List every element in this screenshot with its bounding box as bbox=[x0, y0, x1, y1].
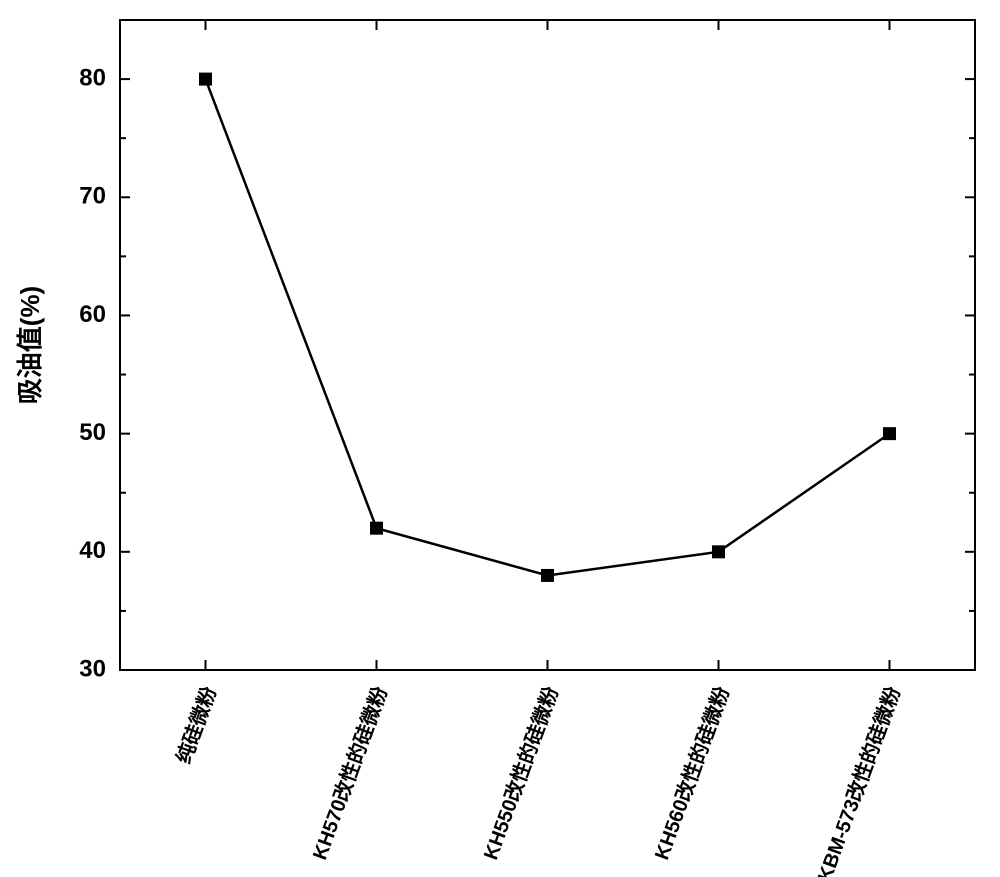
series-marker bbox=[542, 569, 554, 581]
oil-absorption-chart: 304050607080吸油值(%)纯硅微粉KH570改性的硅微粉KH550改性… bbox=[0, 0, 1000, 877]
ytick-label: 50 bbox=[79, 419, 106, 446]
series-marker bbox=[713, 546, 725, 558]
ytick-label: 40 bbox=[79, 537, 106, 564]
ytick-label: 60 bbox=[79, 301, 106, 328]
series-marker bbox=[371, 522, 383, 534]
y-axis-label: 吸油值(%) bbox=[15, 286, 45, 404]
ytick-label: 70 bbox=[79, 183, 106, 210]
series-marker bbox=[884, 428, 896, 440]
ytick-label: 80 bbox=[79, 64, 106, 91]
ytick-label: 30 bbox=[79, 655, 106, 682]
series-marker bbox=[200, 73, 212, 85]
